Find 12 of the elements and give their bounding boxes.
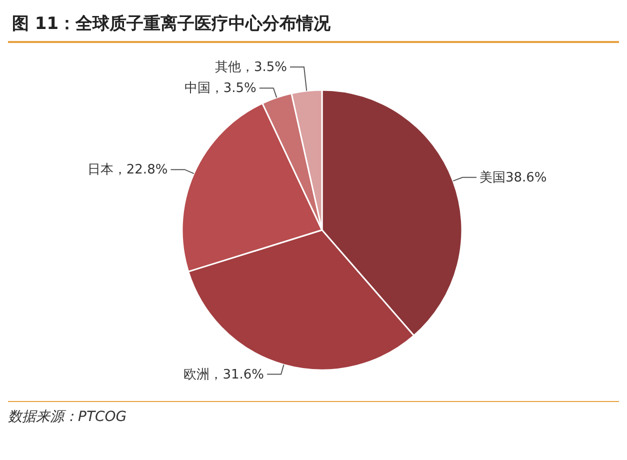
source-note: 数据来源：PTCOG [8,408,128,426]
chart-title: 图 11：全球质子重离子医疗中心分布情况 [8,8,619,43]
slice-label: 中国 [184,80,210,96]
slice-label: 美国 [479,168,506,185]
data-label: 38.6% [505,170,547,185]
data-label: ，3.5% [210,80,256,96]
slice-label: 日本 [87,162,114,178]
data-label: ，22.8% [113,162,168,178]
data-label: ，31.6% [210,366,264,382]
slice-label: 欧洲 [184,366,210,382]
slice-label: 其他 [214,59,241,74]
data-label: ，3.5% [240,59,288,74]
